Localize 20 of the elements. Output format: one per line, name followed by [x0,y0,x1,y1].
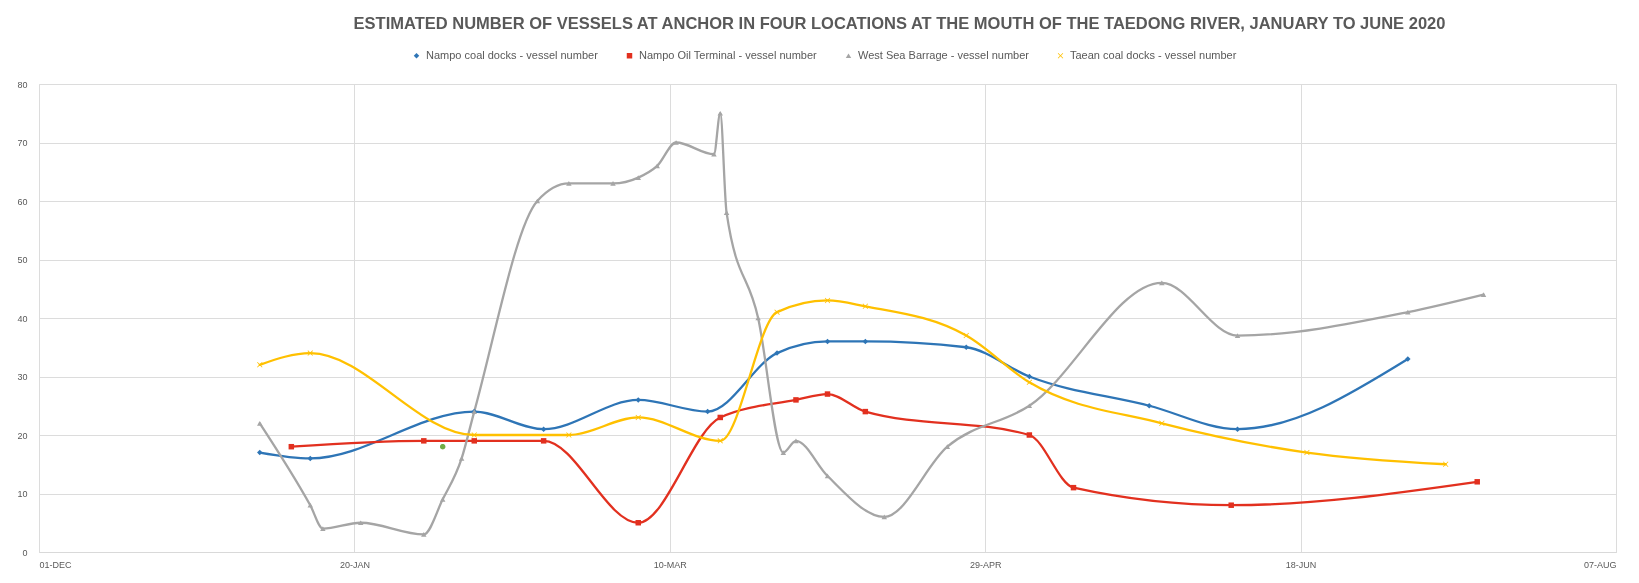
y-tick-label: 10 [17,489,28,499]
legend-label: Taean coal docks - vessel number [1070,48,1237,61]
y-tick-label: 20 [17,430,28,441]
y-tick-label: 40 [17,313,28,324]
y-tick-label: 50 [17,255,28,265]
x-tick-label: 07-AUG [1583,559,1617,570]
x-tick-label: 10-MAR [653,559,688,570]
chart-title: ESTIMATED NUMBER OF VESSELS AT ANCHOR IN FOUR LOCATIONS AT THE MOUTH OF THE TAEDONG RIVER, JANUARY TO JUNE 2020 [353,13,1446,32]
legend-label: Nampo coal docks - vessel number [426,48,599,61]
y-tick-label: 70 [17,138,28,148]
x-tick-label: 29-APR [969,559,1002,570]
legend-label: Nampo Oil Terminal - vessel number [639,48,818,61]
y-tick-label: 0 [22,547,28,558]
x-tick-label: 20-JAN [339,559,370,570]
legend-label: West Sea Barrage - vessel number [858,48,1030,61]
y-tick-label: 80 [17,79,28,90]
y-tick-label: 30 [17,372,28,382]
x-tick-label: 18-JUN [1285,559,1317,570]
x-tick-label: 01-DEC [39,559,73,570]
y-tick-label: 60 [17,196,28,207]
